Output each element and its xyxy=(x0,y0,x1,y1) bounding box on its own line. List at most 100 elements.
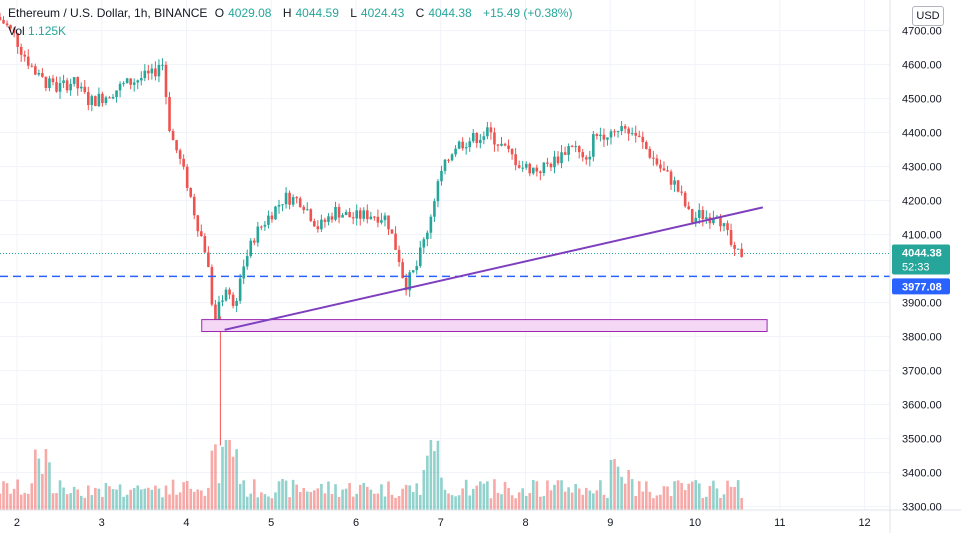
candle-body xyxy=(79,86,83,89)
volume-bar xyxy=(369,489,373,510)
candle-body xyxy=(69,83,72,91)
candle-body xyxy=(313,221,316,227)
volume-bar xyxy=(288,497,291,510)
volume-bar xyxy=(517,492,521,510)
candle-body xyxy=(171,131,175,141)
candle-body xyxy=(433,201,436,217)
volume-bar xyxy=(291,479,295,510)
volume-bar xyxy=(461,488,464,510)
candle-body xyxy=(90,96,94,105)
volume-bar xyxy=(567,487,570,510)
candle-body xyxy=(41,72,44,77)
symbol-title[interactable]: Ethereum / U.S. Dollar, 1h, BINANCE xyxy=(8,6,208,20)
x-tick-label: 10 xyxy=(689,517,701,529)
volume-bar xyxy=(48,462,51,510)
volume-bar xyxy=(524,495,528,510)
volume-bar xyxy=(348,483,351,510)
y-tick-label: 4700.00 xyxy=(902,26,942,38)
candle-body xyxy=(366,210,369,220)
candle-body xyxy=(245,256,249,267)
candle-body xyxy=(514,154,517,166)
volume-bar xyxy=(62,487,65,510)
volume-bar xyxy=(701,498,705,510)
candle-body xyxy=(185,166,189,188)
candle-body xyxy=(528,163,532,174)
volume-bar xyxy=(528,493,532,510)
candle-body xyxy=(351,217,355,219)
candle-body xyxy=(652,157,655,159)
candle-body xyxy=(422,239,426,248)
candle-body xyxy=(461,141,464,149)
volume-bar xyxy=(118,484,122,510)
candle-body xyxy=(316,226,320,230)
y-tick-label: 4100.00 xyxy=(902,230,942,242)
x-tick-label: 4 xyxy=(183,517,189,529)
volume-bar xyxy=(479,481,482,510)
candle-body xyxy=(136,80,140,83)
candle-body xyxy=(355,210,359,219)
candle-body xyxy=(344,211,348,216)
volume-bar xyxy=(535,481,539,510)
candle-body xyxy=(736,248,740,250)
candle-body xyxy=(337,206,341,218)
candle-body xyxy=(712,217,715,224)
volume-bar xyxy=(408,485,411,510)
candle-body xyxy=(411,270,415,273)
volume-bar xyxy=(712,480,715,510)
candle-body xyxy=(288,192,291,205)
candle-body xyxy=(645,142,648,149)
candle-body xyxy=(214,304,217,324)
volume-bar xyxy=(394,497,397,510)
candle-body xyxy=(295,197,298,199)
candle-body xyxy=(570,145,574,147)
candle-body xyxy=(143,70,147,79)
volume-bar xyxy=(178,492,182,510)
candle-body xyxy=(454,148,457,155)
candle-body xyxy=(556,156,560,164)
candle-body xyxy=(383,215,387,221)
candle-body xyxy=(500,143,503,146)
candle-body xyxy=(164,64,168,97)
candle-body xyxy=(521,167,524,169)
candle-body xyxy=(58,83,62,92)
volume-bar xyxy=(539,496,542,510)
x-tick-label: 7 xyxy=(438,517,444,529)
volume-bar xyxy=(397,496,401,510)
volume-bar xyxy=(55,493,58,510)
candle-body xyxy=(260,226,263,228)
volume-bar xyxy=(245,496,249,510)
volume-bar xyxy=(387,481,390,510)
volume-bar xyxy=(309,491,313,510)
volume-bar xyxy=(500,494,503,510)
volume-bar xyxy=(316,488,320,510)
volume-bar xyxy=(627,469,630,510)
volume-bar xyxy=(97,488,101,510)
volume-bar xyxy=(147,487,150,510)
x-tick-label: 3 xyxy=(99,517,105,529)
candle-body xyxy=(620,126,623,132)
candle-body xyxy=(510,148,514,155)
volume-bar xyxy=(443,489,447,510)
candle-body xyxy=(178,150,182,159)
volume-bar xyxy=(422,469,426,510)
candle-body xyxy=(496,144,500,146)
volume-bar xyxy=(129,489,132,510)
volume-bar xyxy=(620,476,623,510)
volume-bar xyxy=(256,497,260,510)
candle-body xyxy=(447,159,450,161)
candle-body xyxy=(108,97,111,99)
currency-button[interactable]: USD xyxy=(912,6,944,26)
candle-body xyxy=(369,216,373,220)
volume-bar xyxy=(411,492,415,510)
candle-body xyxy=(680,191,683,193)
candle-body xyxy=(101,93,104,103)
volume-bar xyxy=(58,480,62,510)
current-price-value: 4044.38 xyxy=(902,248,942,260)
volume-bar xyxy=(602,494,606,510)
y-tick-label: 3900.00 xyxy=(902,298,942,310)
candle-body xyxy=(606,137,609,140)
volume-bar xyxy=(355,493,359,510)
candle-body xyxy=(666,170,669,172)
candle-body xyxy=(44,76,48,89)
